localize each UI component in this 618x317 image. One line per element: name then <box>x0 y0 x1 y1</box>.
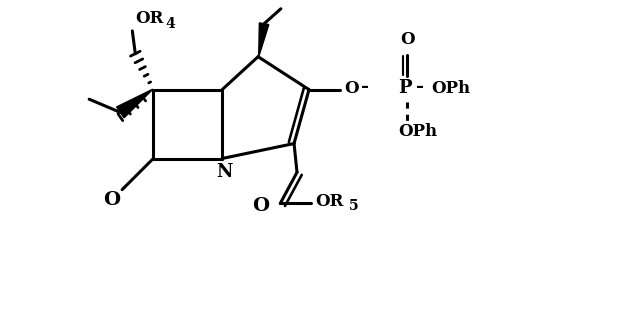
Text: O: O <box>344 80 359 97</box>
Text: OR: OR <box>135 10 164 27</box>
Polygon shape <box>117 89 153 118</box>
Polygon shape <box>259 23 269 57</box>
Text: 4: 4 <box>165 17 175 31</box>
Text: OPh: OPh <box>398 123 438 140</box>
Text: O: O <box>103 191 120 210</box>
Text: P: P <box>398 80 412 97</box>
Text: OPh: OPh <box>431 80 470 97</box>
Text: -: - <box>362 78 370 96</box>
Text: OR: OR <box>316 193 344 210</box>
Text: O: O <box>400 31 415 48</box>
Text: -: - <box>417 78 425 96</box>
Text: N: N <box>216 163 233 181</box>
Text: O: O <box>253 197 269 215</box>
Text: 5: 5 <box>349 199 358 213</box>
